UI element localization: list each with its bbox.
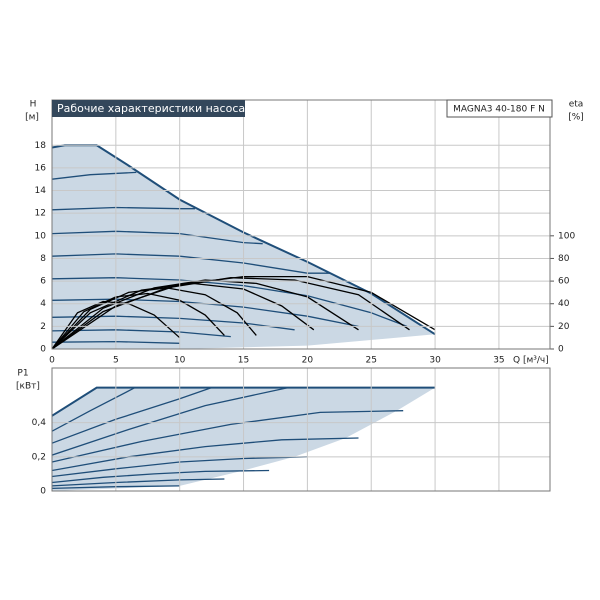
x-tick-label: 5 bbox=[113, 356, 119, 366]
curve bbox=[52, 386, 289, 456]
x-tick-label: 0 bbox=[49, 356, 55, 366]
y2-tick-label: 60 bbox=[558, 277, 570, 287]
curve bbox=[52, 206, 195, 211]
curve bbox=[52, 253, 331, 274]
y2-label: eta bbox=[569, 100, 584, 110]
curve bbox=[52, 478, 225, 487]
y2-unit: [%] bbox=[568, 113, 584, 123]
x-label: Q [м³/ч] bbox=[513, 356, 549, 366]
y2-tick-label: 80 bbox=[558, 254, 570, 264]
y-tick-label: 0,2 bbox=[32, 452, 46, 462]
efficiency-curve bbox=[52, 292, 225, 349]
y2-tick-label: 40 bbox=[558, 299, 570, 309]
curve bbox=[52, 386, 436, 417]
y-tick-label: 2 bbox=[40, 322, 46, 332]
x-tick-label: 30 bbox=[429, 356, 441, 366]
y2-tick-label: 20 bbox=[558, 322, 570, 332]
curve bbox=[52, 410, 404, 463]
model-box bbox=[446, 99, 553, 118]
curve bbox=[52, 469, 270, 484]
plot-frame bbox=[51, 99, 551, 350]
y-tick-label: 0 bbox=[40, 487, 46, 497]
curve bbox=[52, 298, 359, 328]
x-tick-label: 35 bbox=[493, 356, 504, 366]
y-label: P1 bbox=[17, 369, 28, 379]
chart-title: Рабочие характеристики насоса bbox=[57, 102, 245, 115]
y-tick-label: 0 bbox=[40, 345, 46, 355]
curve bbox=[52, 329, 231, 338]
plot-frame bbox=[51, 367, 551, 492]
x-tick-label: 25 bbox=[366, 356, 377, 366]
y-label: H bbox=[30, 100, 37, 110]
x-tick-label: 20 bbox=[302, 356, 314, 366]
x-tick-label: 10 bbox=[174, 356, 186, 366]
y-unit: [м] bbox=[25, 113, 39, 123]
y2-tick-label: 100 bbox=[558, 231, 575, 241]
y-tick-label: 16 bbox=[35, 163, 47, 173]
title-box bbox=[52, 100, 245, 117]
plots: 0 5 10 15 20 25 30 35 0 2 4 6 8 10 12 14 16 18 0 20 40 60 80 10… bbox=[32, 99, 575, 497]
y-tick-label: 14 bbox=[35, 186, 47, 196]
y-tick-label: 8 bbox=[40, 254, 46, 264]
model-name: MAGNA3 40-180 F N bbox=[453, 105, 545, 115]
y-tick-label: 12 bbox=[35, 209, 46, 219]
curve bbox=[52, 386, 212, 444]
curve bbox=[52, 171, 137, 180]
y-tick-label: 0,4 bbox=[32, 418, 47, 428]
y-tick-label: 6 bbox=[40, 277, 46, 287]
x-tick-label: 15 bbox=[238, 356, 249, 366]
y2-tick-label: 0 bbox=[558, 345, 564, 355]
y-tick-label: 10 bbox=[35, 231, 47, 241]
y-tick-label: 18 bbox=[35, 141, 47, 151]
y-tick-label: 4 bbox=[40, 299, 46, 309]
curve bbox=[52, 387, 136, 432]
y-unit: [кВт] bbox=[16, 382, 40, 392]
